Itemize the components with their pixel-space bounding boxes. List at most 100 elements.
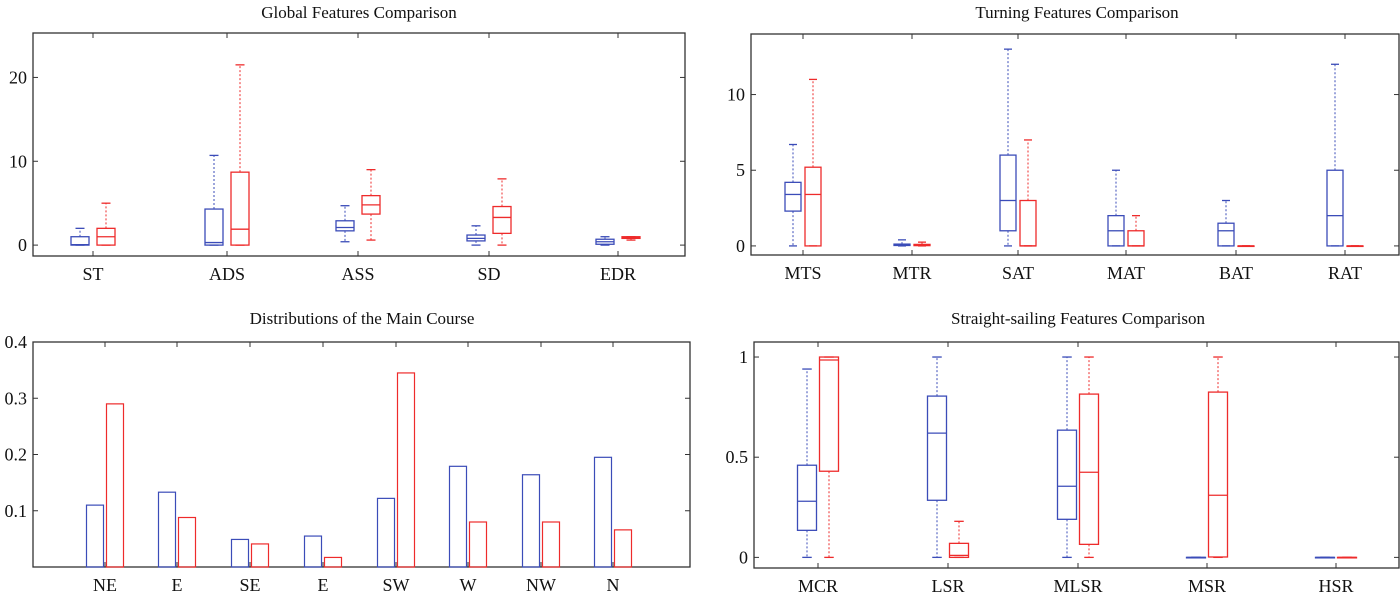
box-hsr-series1: [1314, 556, 1336, 559]
box: [1127, 230, 1145, 247]
bar: [303, 535, 323, 568]
axes-frame: [753, 341, 1400, 569]
x-tick-label: ADS: [209, 264, 245, 284]
x-tick-label: E: [172, 575, 183, 592]
box: [1217, 222, 1235, 247]
box-sd-series2: [492, 178, 512, 246]
bar: [323, 556, 343, 568]
box: [204, 208, 224, 246]
box: [335, 220, 355, 232]
box: [1326, 169, 1344, 247]
box: [1019, 199, 1037, 247]
bar: [250, 543, 270, 568]
bar: [593, 456, 613, 568]
box-mat-series2: [1127, 214, 1145, 247]
box-lsr-series2: [948, 520, 970, 559]
box-mtr-series2: [913, 241, 931, 247]
y-tick-label: 0: [739, 547, 748, 567]
x-tick-label: MTR: [892, 263, 931, 283]
x-tick-label: SD: [477, 264, 500, 284]
box: [784, 181, 802, 212]
x-tick-label: MAT: [1107, 263, 1145, 283]
y-tick-label: 0.5: [726, 447, 749, 467]
box-mcr-series2: [818, 356, 840, 559]
box-st-series1: [70, 227, 90, 246]
box-mat-series1: [1107, 169, 1125, 247]
x-tick-label: ASS: [341, 264, 374, 284]
box-ass-series2: [361, 169, 381, 241]
x-tick-label: BAT: [1219, 263, 1253, 283]
plot-straight-sailing: 0 0.5 1 MCR LSR MLSR MSR HSR: [726, 341, 1400, 592]
bar: [157, 491, 177, 568]
y-tick-label: 5: [736, 160, 745, 180]
bar: [105, 403, 125, 568]
box-sd-series1: [466, 225, 486, 246]
box-mlsr-series2: [1078, 356, 1100, 559]
y-tick-label: 0.4: [5, 332, 28, 352]
chart-title-straight-sailing: Straight-sailing Features Comparison: [951, 309, 1206, 328]
box-msr-series2: [1207, 356, 1229, 559]
chart-title-turning: Turning Features Comparison: [975, 3, 1179, 22]
box: [926, 395, 948, 501]
box-mtr-series1: [893, 239, 911, 247]
axes-frame: [32, 32, 686, 257]
y-tick-label: 10: [727, 85, 745, 105]
y-tick-label: 20: [9, 67, 27, 87]
box-mts-series2: [804, 78, 822, 247]
chart-title-global: Global Features Comparison: [261, 3, 457, 22]
box-edr-series2: [621, 236, 641, 241]
plot-main-course: 0.1 0.2 0.3 0.4 NE E SE E SW W NW N: [5, 332, 691, 592]
bar: [85, 504, 105, 568]
bar: [468, 521, 488, 568]
box-rat-series2: [1346, 245, 1364, 248]
y-tick-label: 0: [18, 235, 27, 255]
box-bat-series2: [1237, 245, 1255, 248]
bar: [230, 538, 250, 568]
box: [230, 171, 250, 246]
x-tick-label: NW: [526, 575, 556, 592]
box: [1078, 393, 1100, 546]
box-ads-series2: [230, 64, 250, 246]
x-tick-label: LSR: [931, 576, 964, 592]
box-bat-series1: [1217, 199, 1235, 247]
x-tick-label: MCR: [798, 576, 838, 592]
bar: [448, 465, 468, 568]
box-edr-series1: [595, 236, 615, 246]
bar: [177, 516, 197, 568]
bar: [541, 521, 561, 568]
x-tick-label: SW: [383, 575, 410, 592]
box: [948, 542, 970, 559]
y-tick-label: 1: [739, 347, 748, 367]
x-tick-label: SAT: [1002, 263, 1034, 283]
bar: [613, 529, 633, 568]
x-tick-label: MSR: [1188, 576, 1226, 592]
box-ads-series1: [204, 154, 224, 246]
box-ass-series1: [335, 205, 355, 243]
box-hsr-series2: [1336, 556, 1358, 559]
box-msr-series1: [1185, 556, 1207, 559]
x-tick-label: ST: [82, 264, 103, 284]
bar: [376, 497, 396, 568]
chart-title-main-course: Distributions of the Main Course: [250, 309, 475, 328]
y-tick-label: 0.1: [5, 501, 28, 521]
x-tick-label: EDR: [600, 264, 636, 284]
y-tick-label: 10: [9, 151, 27, 171]
box-lsr-series1: [926, 356, 948, 559]
box-st-series2: [96, 202, 116, 246]
bar: [521, 474, 541, 568]
x-tick-label: HSR: [1318, 576, 1353, 592]
box-sat-series2: [1019, 139, 1037, 247]
plot-turning-features: 0 5 10 MTS MTR SAT MAT BAT RAT: [727, 33, 1400, 283]
box: [70, 236, 90, 246]
box-mcr-series1: [796, 368, 818, 559]
box-mlsr-series1: [1056, 356, 1078, 559]
x-tick-label: NE: [93, 575, 117, 592]
y-tick-label: 0: [736, 236, 745, 256]
box-rat-series1: [1326, 63, 1344, 247]
y-tick-label: 0.3: [5, 388, 28, 408]
box: [804, 166, 822, 247]
x-tick-label: SE: [239, 575, 260, 592]
box: [1056, 429, 1078, 520]
box: [796, 464, 818, 531]
